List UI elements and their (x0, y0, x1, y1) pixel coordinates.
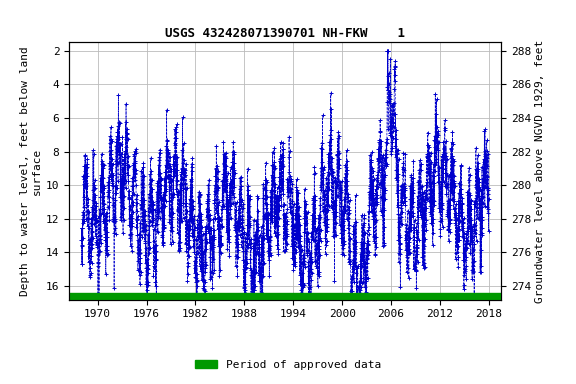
Title: USGS 432428071390701 NH-FKW    1: USGS 432428071390701 NH-FKW 1 (165, 26, 405, 40)
Legend: Period of approved data: Period of approved data (191, 356, 385, 375)
Y-axis label: Groundwater level above NGVD 1929, feet: Groundwater level above NGVD 1929, feet (535, 39, 545, 303)
Bar (69, 293, 501, 300)
Y-axis label: Depth to water level, feet below land
surface: Depth to water level, feet below land su… (20, 46, 41, 296)
